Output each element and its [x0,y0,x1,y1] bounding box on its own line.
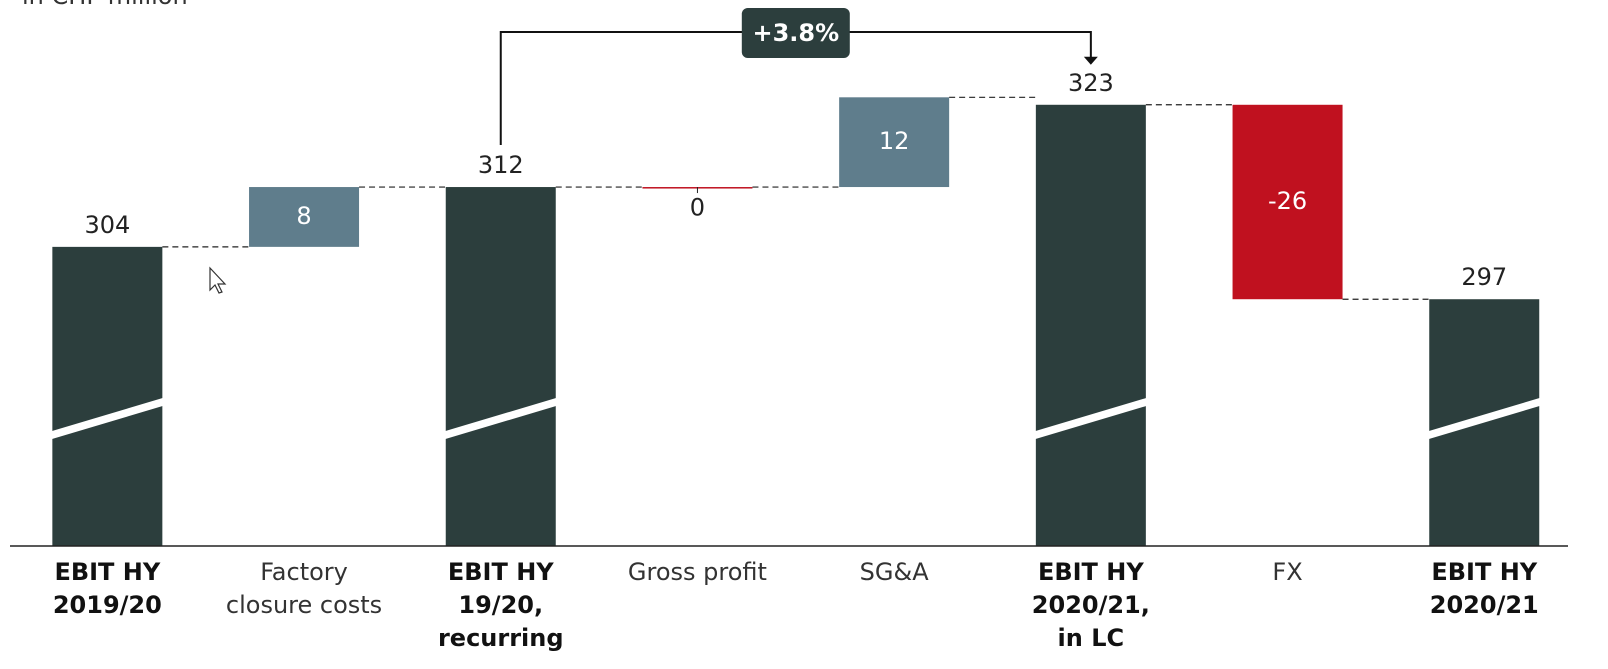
annotation-box [741,8,850,58]
arrow-head [1083,56,1098,65]
bar [1035,104,1146,547]
axis-break [1422,396,1547,441]
cursor [209,266,227,294]
value-label: 0 [690,194,705,222]
bar [445,187,556,547]
value-label: 304 [84,211,130,239]
value-label: 8 [296,202,311,230]
x-tick-label: EBIT HY 2019/20 [52,558,162,619]
annotation: +3.8% [752,19,839,47]
x-tick-label: EBIT HY 2020/21, in LC [1031,558,1150,652]
x-tick-label: SG&A [859,558,929,586]
bar [1429,299,1540,546]
axis-break [1028,396,1153,441]
x-tick-label: EBIT HY 19/20, recurring [437,558,564,652]
x-tick-label: Gross profit [627,558,767,586]
axis-break [45,396,170,441]
x-tick-label: EBIT HY 2020/21 [1429,558,1539,619]
value-label: 12 [879,127,910,155]
value-label: 323 [1068,69,1114,97]
bar [52,246,163,546]
bar [839,97,950,188]
value-label: 297 [1461,263,1507,291]
value-label: -26 [1268,187,1307,215]
unit-label: in CHF million [22,0,188,10]
x-tick-label: Factory closure costs [225,558,383,619]
bar [1232,104,1343,300]
x-tick-label: FX [1272,558,1303,586]
value-label: 312 [478,151,524,179]
axis-break [438,396,563,441]
bar [249,187,360,247]
